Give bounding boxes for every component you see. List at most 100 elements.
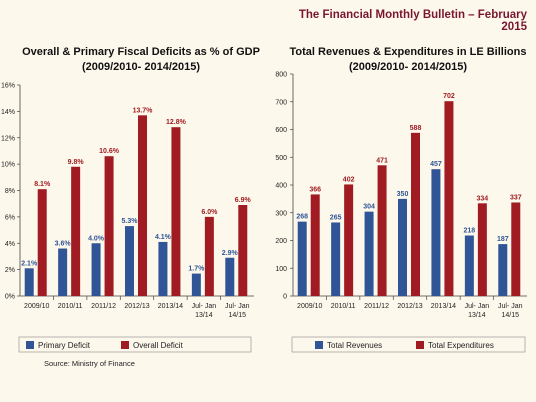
deficit-legend-swatch	[26, 341, 34, 349]
revenue-y-tick-label: 800	[275, 72, 287, 79]
revenue-data-label: 471	[376, 157, 388, 164]
revenue-legend-label: Total Revenues	[327, 341, 382, 350]
deficit-data-label: 9.8%	[68, 159, 85, 166]
revenue-chart: 0 100 200 300 400 500 600 700 800 2009/10 268 366 20…	[275, 72, 527, 353]
deficit-y-tick-label: 8%	[5, 188, 15, 195]
revenue-x-tick-label: 2009/10	[297, 303, 322, 310]
deficit-chart-title-line1: Overall & Primary Fiscal Deficits as % o…	[22, 46, 260, 58]
deficit-chart-title: Overall & Primary Fiscal Deficits as % o…	[10, 45, 272, 75]
deficit-x-tick-label: 14/15	[229, 312, 247, 319]
deficit-bar-series1	[225, 257, 235, 296]
deficit-data-label: 6.0%	[201, 209, 218, 216]
revenue-data-label: 304	[363, 204, 375, 211]
deficit-x-tick-label: 2013/14	[158, 303, 183, 310]
revenue-y-tick-label: 400	[275, 183, 287, 190]
revenue-data-label: 265	[330, 214, 342, 221]
revenue-data-label: 337	[510, 194, 522, 201]
deficit-x-tick-label: 2010/11	[58, 303, 83, 310]
revenue-y-tick-label: 600	[275, 127, 287, 134]
deficit-x-tick-label: Jul- Jan	[192, 303, 217, 310]
deficit-y-tick-label: 0%	[5, 294, 15, 301]
revenue-x-tick-label: 2012/13	[397, 303, 422, 310]
deficit-legend-label: Primary Deficit	[38, 341, 91, 350]
revenue-x-tick-label: 2013/14	[431, 303, 456, 310]
revenue-data-label: 457	[430, 161, 442, 168]
deficit-data-label: 4.0%	[88, 235, 105, 242]
deficit-data-label: 3.6%	[55, 241, 72, 248]
revenue-x-tick-label: 13/14	[468, 312, 486, 319]
deficit-y-tick-label: 12%	[1, 135, 15, 142]
revenue-data-label: 702	[443, 93, 455, 100]
revenue-legend-box	[291, 336, 526, 353]
revenue-chart-title: Total Revenues & Expenditures in LE Bill…	[283, 45, 533, 75]
deficit-data-label: 8.1%	[34, 181, 51, 188]
revenue-bar-series2	[477, 203, 487, 296]
deficit-bar-series1	[91, 243, 101, 296]
deficit-x-tick-label: Jul- Jan	[225, 303, 250, 310]
deficit-bar-series1	[24, 268, 34, 296]
revenue-x-tick-label: Jul- Jan	[465, 303, 490, 310]
revenue-bar-series1	[297, 221, 307, 296]
deficit-bar-series2	[204, 216, 214, 296]
revenue-data-label: 218	[464, 228, 476, 235]
deficit-bar-series2	[71, 166, 81, 296]
revenue-chart-title-line2: (2009/2010- 2014/2015)	[348, 61, 468, 73]
revenue-chart-title-line1: Total Revenues & Expenditures in LE Bill…	[289, 46, 527, 58]
bulletin-title: The Financial Monthly Bulletin – Februar…	[298, 9, 527, 33]
revenue-y-tick-label: 200	[275, 238, 287, 245]
deficit-bar-series2	[238, 205, 248, 296]
revenue-bar-series1	[498, 244, 508, 296]
deficit-data-label: 13.7%	[133, 107, 154, 114]
revenue-y-tick-label: 0	[283, 294, 287, 301]
revenue-bar-series2	[411, 132, 420, 296]
deficit-y-tick-label: 4%	[5, 241, 15, 248]
deficit-y-tick-label: 10%	[1, 162, 15, 169]
revenue-bar-series1	[398, 198, 407, 296]
deficit-chart-title-line2: (2009/2010- 2014/2015)	[81, 61, 201, 73]
deficit-chart: 0% 2% 4% 6% 8% 10% 12% 14% 16% 2009/10 2.1% 8.1% 201…	[1, 83, 254, 353]
revenue-bar-series1	[364, 211, 374, 296]
deficit-y-tick-label: 14%	[1, 109, 15, 116]
revenue-x-tick-label: 2011/12	[364, 303, 389, 310]
deficit-y-tick-label: 2%	[5, 267, 15, 274]
revenue-legend-swatch	[315, 341, 323, 349]
deficit-data-label: 2.1%	[21, 260, 38, 267]
deficit-bar-series2	[138, 115, 147, 296]
revenue-bar-series2	[444, 101, 454, 296]
revenue-bar-series2	[511, 202, 521, 296]
deficit-data-label: 1.7%	[188, 266, 205, 273]
revenue-data-label: 268	[296, 214, 308, 221]
revenue-x-tick-label: Jul- Jan	[498, 303, 523, 310]
source-note: Source: Ministry of Finance	[44, 359, 135, 368]
deficit-legend-label: Overall Deficit	[133, 341, 184, 350]
deficit-y-tick-label: 16%	[1, 83, 15, 90]
deficit-data-label: 10.6%	[99, 148, 120, 155]
deficit-bar-series1	[158, 241, 168, 296]
revenue-bar-series1	[331, 222, 341, 296]
deficit-data-label: 4.1%	[155, 234, 172, 241]
deficit-data-label: 12.8%	[166, 119, 187, 126]
revenue-bar-series2	[377, 165, 387, 296]
revenue-y-tick-label: 100	[275, 266, 287, 273]
revenue-y-tick-label: 300	[275, 210, 287, 217]
deficit-bar-series2	[104, 156, 114, 296]
deficit-x-tick-label: 2012/13	[124, 303, 149, 310]
revenue-data-label: 402	[343, 176, 355, 183]
deficit-bar-series1	[191, 273, 201, 296]
revenue-data-label: 187	[497, 236, 509, 243]
revenue-x-tick-label: 2010/11	[331, 303, 356, 310]
deficit-bar-series1	[58, 248, 68, 296]
deficit-data-label: 2.9%	[222, 250, 239, 257]
deficit-legend-swatch	[121, 341, 129, 349]
deficit-bar-series2	[171, 127, 181, 296]
revenue-data-label: 366	[309, 186, 321, 193]
revenue-legend-swatch	[416, 341, 424, 349]
revenue-bar-series1	[431, 169, 441, 296]
deficit-x-tick-label: 2009/10	[24, 303, 49, 310]
revenue-x-tick-label: 14/15	[502, 312, 520, 319]
deficit-y-tick-label: 6%	[5, 214, 15, 221]
deficit-legend-box	[18, 336, 252, 353]
revenue-y-tick-label: 700	[275, 99, 287, 106]
revenue-y-tick-label: 500	[275, 155, 287, 162]
